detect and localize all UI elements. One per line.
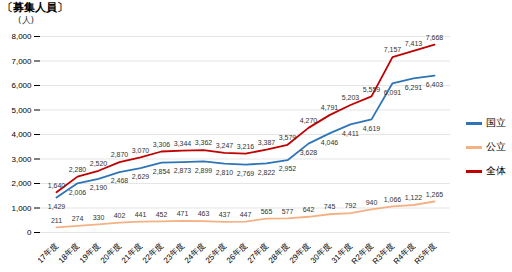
- svg-text:28年度: 28年度: [267, 241, 291, 265]
- svg-text:27年度: 27年度: [246, 241, 270, 265]
- svg-text:21年度: 21年度: [120, 241, 144, 265]
- svg-text:463: 463: [198, 210, 210, 217]
- svg-text:402: 402: [114, 212, 126, 219]
- svg-text:3,247: 3,247: [216, 142, 234, 149]
- svg-text:26年度: 26年度: [225, 241, 249, 265]
- svg-text:1,265: 1,265: [426, 191, 444, 198]
- svg-text:0: 0: [27, 228, 32, 237]
- svg-text:19年度: 19年度: [78, 241, 102, 265]
- html-text:〔募集人員〕: 〔募集人員〕: [2, 1, 68, 14]
- svg-text:940: 940: [366, 199, 378, 206]
- svg-text:3,216: 3,216: [237, 143, 255, 150]
- svg-text:7,157: 7,157: [384, 46, 402, 53]
- svg-text:2,629: 2,629: [132, 173, 150, 180]
- svg-text:24年度: 24年度: [183, 241, 207, 265]
- svg-text:2,280: 2,280: [69, 166, 87, 173]
- svg-text:447: 447: [240, 211, 252, 218]
- svg-text:R4年度: R4年度: [392, 241, 417, 266]
- svg-text:4,270: 4,270: [300, 117, 318, 124]
- svg-text:3,628: 3,628: [300, 149, 318, 156]
- svg-text:23年度: 23年度: [162, 241, 186, 265]
- svg-text:7,000: 7,000: [11, 57, 32, 66]
- html-text:国立: 国立: [486, 117, 506, 128]
- svg-text:2,854: 2,854: [153, 168, 171, 175]
- svg-text:R2年度: R2年度: [350, 241, 375, 266]
- svg-text:211: 211: [51, 217, 62, 224]
- svg-text:471: 471: [177, 210, 189, 217]
- svg-text:4,791: 4,791: [321, 104, 339, 111]
- svg-text:6,291: 6,291: [405, 84, 423, 91]
- svg-text:565: 565: [261, 208, 273, 215]
- svg-text:5,000: 5,000: [11, 106, 32, 115]
- svg-text:4,411: 4,411: [342, 130, 359, 137]
- svg-text:3,387: 3,387: [258, 139, 276, 146]
- svg-text:2,810: 2,810: [216, 169, 234, 176]
- svg-text:1,640: 1,640: [48, 182, 66, 189]
- svg-text:3,306: 3,306: [153, 141, 171, 148]
- svg-text:274: 274: [72, 215, 84, 222]
- svg-text:792: 792: [345, 202, 357, 209]
- svg-text:2,769: 2,769: [237, 170, 255, 177]
- html-text:(人): (人): [18, 15, 34, 25]
- svg-text:2,870: 2,870: [111, 151, 129, 158]
- svg-text:31年度: 31年度: [330, 241, 354, 265]
- svg-text:8,000: 8,000: [11, 32, 32, 41]
- svg-text:5,559: 5,559: [363, 86, 381, 93]
- svg-text:2,468: 2,468: [111, 177, 129, 184]
- svg-text:3,070: 3,070: [132, 147, 150, 154]
- svg-text:17年度: 17年度: [36, 241, 60, 265]
- svg-text:22年度: 22年度: [141, 241, 165, 265]
- svg-text:2,000: 2,000: [11, 179, 32, 188]
- svg-text:441: 441: [135, 211, 147, 218]
- svg-text:3,579: 3,579: [279, 134, 297, 141]
- svg-text:7,668: 7,668: [426, 34, 444, 41]
- svg-text:18年度: 18年度: [57, 241, 81, 265]
- svg-text:20年度: 20年度: [99, 241, 123, 265]
- svg-text:3,362: 3,362: [195, 139, 213, 146]
- svg-text:2,952: 2,952: [279, 165, 297, 172]
- svg-text:2,899: 2,899: [195, 167, 213, 174]
- svg-text:4,046: 4,046: [321, 139, 339, 146]
- svg-text:6,000: 6,000: [11, 81, 32, 90]
- svg-text:7,413: 7,413: [405, 40, 423, 47]
- svg-text:6,403: 6,403: [426, 81, 444, 88]
- svg-text:30年度: 30年度: [309, 241, 333, 265]
- svg-text:2,822: 2,822: [258, 169, 276, 176]
- svg-text:3,000: 3,000: [11, 155, 32, 164]
- svg-text:25年度: 25年度: [204, 241, 228, 265]
- html-text:全体: 全体: [486, 165, 506, 176]
- svg-text:642: 642: [303, 206, 315, 213]
- svg-text:1,122: 1,122: [405, 194, 423, 201]
- html-text:公立: 公立: [486, 141, 506, 152]
- svg-text:29年度: 29年度: [288, 241, 312, 265]
- svg-text:1,000: 1,000: [11, 204, 32, 213]
- svg-text:452: 452: [156, 211, 168, 218]
- svg-text:4,000: 4,000: [11, 130, 32, 139]
- svg-text:3,344: 3,344: [174, 140, 192, 147]
- svg-text:2,520: 2,520: [90, 160, 108, 167]
- svg-text:4,619: 4,619: [363, 125, 381, 132]
- svg-text:6,091: 6,091: [384, 89, 402, 96]
- svg-text:577: 577: [282, 208, 294, 215]
- svg-text:2,190: 2,190: [90, 184, 108, 191]
- svg-text:745: 745: [324, 203, 336, 210]
- svg-text:5,203: 5,203: [342, 94, 360, 101]
- svg-text:437: 437: [219, 211, 231, 218]
- svg-text:R3年度: R3年度: [371, 241, 396, 266]
- svg-text:2,873: 2,873: [174, 167, 192, 174]
- svg-text:1,066: 1,066: [384, 196, 402, 203]
- svg-text:R5年度: R5年度: [413, 241, 438, 266]
- svg-text:330: 330: [93, 214, 105, 221]
- svg-text:2,006: 2,006: [69, 189, 87, 196]
- svg-text:1,429: 1,429: [48, 203, 66, 210]
